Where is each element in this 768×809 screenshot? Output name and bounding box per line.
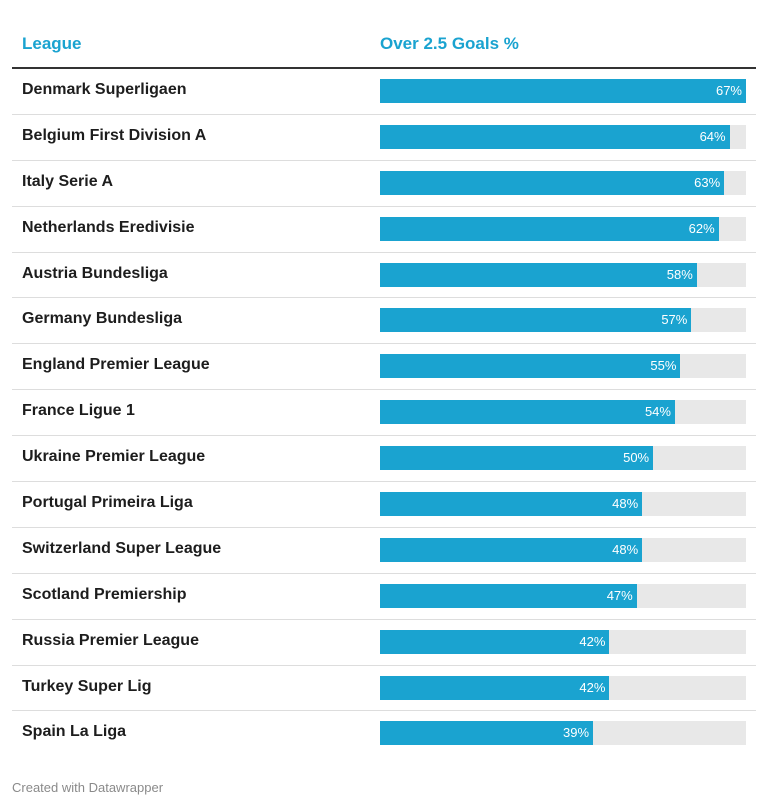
league-name: England Premier League bbox=[22, 356, 210, 374]
table-row: Denmark Superligaen 67% bbox=[12, 69, 756, 115]
table-row: Germany Bundesliga 57% bbox=[12, 298, 756, 345]
league-name: Netherlands Eredivisie bbox=[22, 218, 195, 236]
league-name: Austria Bundesliga bbox=[22, 264, 168, 282]
bar-track: 42% bbox=[380, 675, 746, 700]
bar-track: 48% bbox=[380, 492, 746, 517]
league-name: Portugal Primeira Liga bbox=[22, 494, 193, 512]
bar-track: 54% bbox=[380, 400, 746, 425]
league-name: France Ligue 1 bbox=[22, 402, 135, 420]
bar-track: 64% bbox=[380, 124, 746, 149]
league-name: Ukraine Premier League bbox=[22, 448, 206, 466]
bar: 50% bbox=[380, 446, 654, 471]
header-divider bbox=[12, 67, 756, 69]
bar: 42% bbox=[380, 675, 610, 700]
bar-value-label: 57% bbox=[661, 312, 688, 328]
bar-value-label: 50% bbox=[623, 450, 650, 466]
league-name: Italy Serie A bbox=[22, 172, 114, 190]
bar-track: 48% bbox=[380, 537, 746, 562]
league-name: Belgium First Division A bbox=[22, 126, 207, 144]
bar-value-label: 67% bbox=[715, 83, 742, 98]
bar-value-label: 42% bbox=[579, 679, 606, 695]
bar-table: Denmark Superligaen 67% Belgium First Divi… bbox=[12, 69, 756, 757]
bar: 63% bbox=[380, 170, 725, 195]
table-row: Netherlands Eredivisie 62% bbox=[12, 207, 756, 253]
bar: 57% bbox=[380, 308, 692, 333]
credit-text: Created with Datawrapper bbox=[12, 780, 164, 795]
table-row: Ukraine Premier League 50% bbox=[12, 436, 756, 483]
bar-value-label: 58% bbox=[666, 266, 693, 282]
bar-value-label: 64% bbox=[699, 128, 726, 144]
bar: 39% bbox=[380, 721, 594, 746]
table-header: League Over 2.5 Goals % bbox=[0, 0, 768, 68]
league-name: Denmark Superligaen bbox=[22, 81, 187, 98]
bar-value-label: 48% bbox=[612, 541, 639, 557]
over-goals-column-header: Over 2.5 Goals % bbox=[380, 34, 519, 53]
table-row: England Premier League 55% bbox=[12, 344, 756, 391]
bar-track: 50% bbox=[380, 446, 746, 471]
bar-value-label: 48% bbox=[612, 496, 639, 512]
bar: 62% bbox=[380, 216, 719, 241]
table-row: Turkey Super Lig 42% bbox=[12, 666, 756, 712]
bar: 42% bbox=[380, 629, 610, 654]
bar-track: 63% bbox=[380, 170, 746, 195]
league-name: Scotland Premiership bbox=[22, 585, 187, 603]
bar-track: 57% bbox=[380, 308, 746, 333]
bar-value-label: 55% bbox=[650, 358, 677, 374]
bar: 48% bbox=[380, 492, 643, 517]
table-row: Austria Bundesliga 58% bbox=[12, 253, 756, 299]
bar-track: 39% bbox=[380, 721, 746, 746]
bar: 67% bbox=[380, 79, 746, 103]
bar: 47% bbox=[380, 583, 637, 608]
table-row: Switzerland Super League 48% bbox=[12, 528, 756, 574]
bar: 55% bbox=[380, 354, 681, 379]
league-column-header: League bbox=[22, 34, 82, 53]
table-row: Spain La Liga 39% bbox=[12, 711, 756, 757]
bar-track: 62% bbox=[380, 216, 746, 241]
table-row: France Ligue 1 54% bbox=[12, 390, 756, 437]
bar: 48% bbox=[380, 537, 643, 562]
table-row: Italy Serie A 63% bbox=[12, 161, 756, 207]
league-name: Spain La Liga bbox=[22, 723, 127, 741]
bar: 58% bbox=[380, 262, 697, 287]
bar-track: 67% bbox=[380, 79, 746, 103]
league-name: Switzerland Super League bbox=[22, 539, 222, 557]
bar-track: 42% bbox=[380, 629, 746, 654]
bar-track: 47% bbox=[380, 583, 746, 608]
league-name: Germany Bundesliga bbox=[22, 310, 183, 328]
bar-value-label: 62% bbox=[688, 220, 715, 236]
bar-value-label: 63% bbox=[694, 174, 721, 190]
league-name: Russia Premier League bbox=[22, 631, 199, 649]
bar-value-label: 42% bbox=[579, 633, 606, 649]
bar-track: 55% bbox=[380, 354, 746, 379]
bar-value-label: 54% bbox=[644, 404, 671, 420]
table-row: Portugal Primeira Liga 48% bbox=[12, 482, 756, 528]
league-name: Turkey Super Lig bbox=[22, 677, 152, 695]
bar: 64% bbox=[380, 124, 730, 149]
table-row: Russia Premier League 42% bbox=[12, 620, 756, 666]
bar-value-label: 47% bbox=[606, 587, 633, 603]
bar-track: 58% bbox=[380, 262, 746, 287]
bar-value-label: 39% bbox=[563, 725, 590, 741]
bar: 54% bbox=[380, 400, 675, 425]
table-row: Belgium First Division A 64% bbox=[12, 115, 756, 161]
table-row: Scotland Premiership 47% bbox=[12, 574, 756, 620]
